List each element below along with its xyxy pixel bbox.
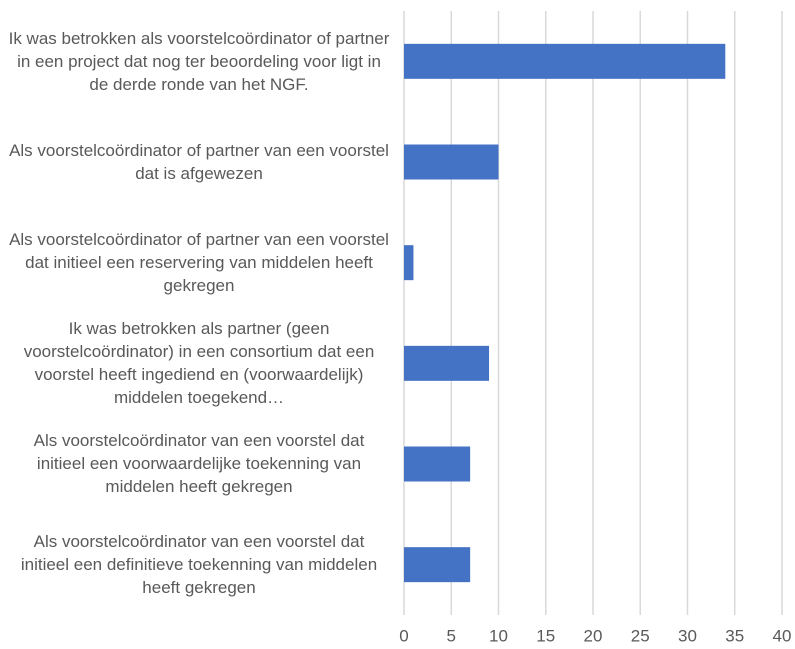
bar	[404, 547, 471, 583]
y-tick-label: Ik was betrokken als partner (geen voors…	[23, 319, 375, 408]
x-tick-label: 10	[489, 626, 508, 645]
y-tick-label: Ik was betrokken als voorstelcoördinator…	[8, 28, 390, 94]
bar	[404, 245, 414, 281]
bar	[404, 345, 490, 381]
y-tick-label: Als voorstelcoördinator van een voorstel…	[20, 532, 378, 598]
x-tick-label: 0	[399, 626, 408, 645]
x-tick-label: 5	[447, 626, 456, 645]
x-tick-label: 15	[536, 626, 555, 645]
y-tick-label: Als voorstelcoördinator of partner van e…	[9, 140, 389, 183]
x-tick-label: 20	[584, 626, 603, 645]
y-tick-label: Als voorstelcoördinator van een voorstel…	[33, 431, 365, 497]
y-tick-label: Als voorstelcoördinator of partner van e…	[9, 230, 389, 296]
bar	[404, 144, 499, 180]
x-tick-label: 40	[773, 626, 792, 645]
x-tick-label: 25	[631, 626, 650, 645]
bar	[404, 446, 471, 482]
x-tick-label: 30	[678, 626, 697, 645]
x-tick-label: 35	[725, 626, 744, 645]
bar	[404, 43, 726, 79]
